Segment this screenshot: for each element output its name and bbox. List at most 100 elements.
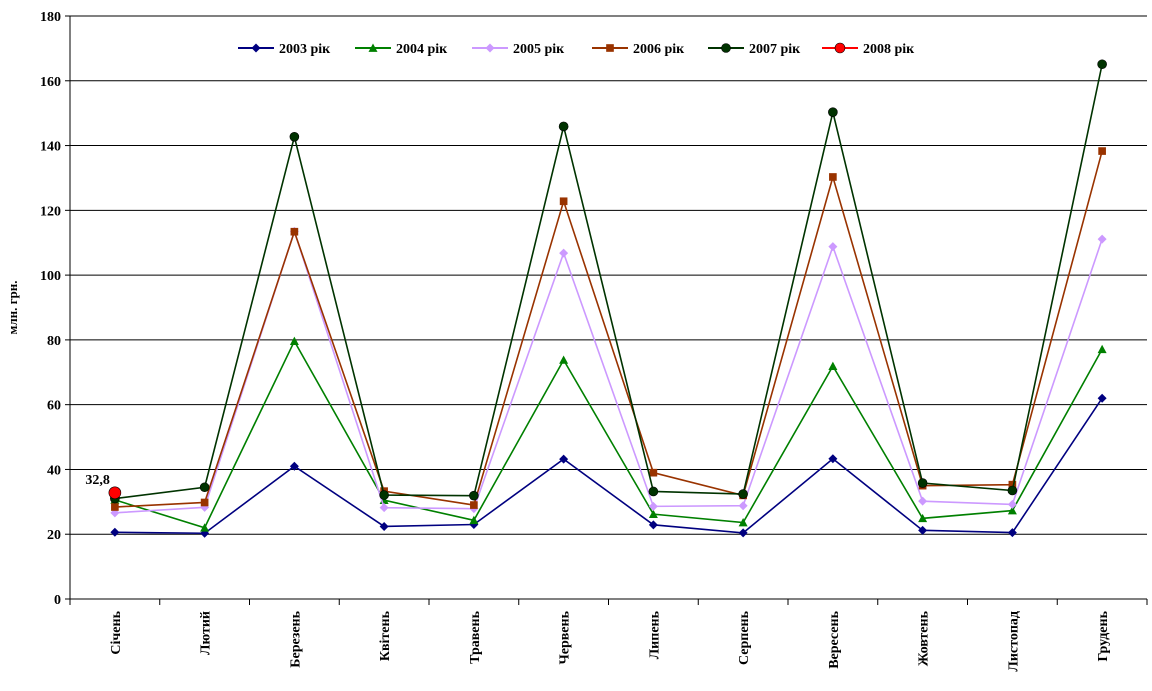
data-point — [1097, 393, 1107, 403]
data-point — [648, 486, 659, 497]
y-tick-label: 0 — [54, 593, 61, 608]
y-tick-label: 100 — [40, 269, 61, 284]
data-point — [485, 43, 495, 53]
data-point — [918, 525, 928, 535]
data-label: 32,8 — [85, 473, 110, 488]
data-point — [379, 490, 389, 500]
data-point — [1098, 147, 1106, 155]
gridlines — [70, 15, 1147, 535]
series-5 — [110, 59, 1107, 504]
legend-label: 2007 рік — [749, 42, 801, 57]
axes: 0 20 40 60 80 100 120 140 160 180 Січень Лютий Берез… — [40, 10, 1148, 672]
data-point — [200, 523, 210, 532]
series-1 — [110, 393, 1107, 538]
data-point — [1097, 234, 1107, 244]
legend-item: 2008 рік — [822, 42, 915, 57]
data-point — [828, 454, 838, 464]
data-point — [559, 248, 569, 258]
series-line — [114, 228, 1103, 514]
data-point — [828, 361, 838, 370]
data-point — [289, 461, 299, 471]
series-line — [114, 150, 1103, 508]
x-tick-label: Лютий — [199, 611, 214, 655]
y-tick-label: 120 — [40, 204, 61, 219]
data-point — [289, 132, 300, 142]
data-point — [828, 242, 838, 252]
legend-item: 2007 рік — [708, 42, 801, 57]
x-tick-label: Січень — [109, 610, 124, 654]
data-point — [606, 44, 614, 52]
series-line — [114, 339, 1103, 529]
legend-label: 2004 рік — [396, 42, 448, 57]
x-tick-label: Листопад — [1006, 611, 1021, 672]
legend-label: 2003 рік — [279, 42, 331, 57]
data-point — [1008, 480, 1017, 489]
y-tick-label: 20 — [47, 528, 61, 543]
data-point — [111, 503, 119, 511]
data-point — [828, 107, 838, 117]
series-4 — [111, 147, 1106, 511]
y-tick-label: 160 — [40, 75, 61, 90]
data-point — [199, 482, 210, 493]
y-tick-label: 180 — [40, 10, 61, 25]
data-point — [469, 490, 479, 501]
data-point — [918, 513, 928, 523]
data-point — [469, 515, 479, 525]
series-line — [114, 64, 1103, 500]
series-line — [114, 397, 1103, 535]
y-tick-label: 40 — [47, 463, 61, 478]
data-point — [648, 509, 658, 518]
x-tick-label: Жовтень — [917, 610, 932, 666]
data-point — [200, 498, 209, 507]
x-tick-label: Травень — [468, 610, 483, 663]
data-point — [738, 528, 748, 538]
data-point — [649, 468, 658, 477]
data-point — [1007, 506, 1017, 515]
data-point — [110, 508, 120, 518]
x-tick-label: Червень — [558, 610, 573, 664]
legend: 2003 рік 2004 рік 2005 рік 2006 рік 2007 рік… — [238, 42, 915, 57]
series-group: 32,8 — [85, 59, 1107, 538]
data-point — [1097, 59, 1107, 70]
x-tick-label: Липень — [647, 610, 662, 659]
y-tick-label: 140 — [40, 140, 61, 155]
data-point — [470, 501, 478, 509]
x-tick-label: Березень — [288, 610, 303, 667]
x-tick-label: Квітень — [378, 610, 393, 661]
y-tick-label: 60 — [47, 399, 61, 414]
legend-item: 2003 рік — [238, 42, 331, 57]
legend-label: 2006 рік — [633, 42, 685, 57]
data-point — [738, 501, 748, 511]
data-point — [110, 527, 120, 537]
data-point — [918, 496, 928, 506]
data-point — [251, 43, 261, 53]
data-point — [738, 518, 748, 527]
data-point — [834, 42, 846, 54]
legend-item: 2004 рік — [355, 42, 448, 57]
x-tick-label: Серпень — [737, 610, 752, 665]
data-point — [290, 227, 299, 236]
legend-label: 2005 рік — [513, 42, 565, 57]
data-point — [108, 486, 122, 500]
data-point — [738, 489, 748, 499]
y-tick-label: 80 — [47, 334, 61, 349]
data-point — [559, 454, 569, 464]
data-point — [721, 43, 731, 53]
x-tick-label: Грудень — [1096, 610, 1111, 661]
data-point — [648, 520, 658, 530]
x-tick-label: Вересень — [827, 610, 842, 668]
legend-label: 2008 рік — [863, 42, 915, 57]
data-point — [368, 43, 378, 52]
data-point — [829, 173, 837, 181]
series-6 — [108, 486, 122, 500]
data-point — [379, 521, 389, 531]
y-axis-title: млн. грн. — [5, 280, 20, 334]
data-point — [1007, 485, 1018, 496]
data-point — [648, 501, 658, 511]
data-point — [917, 478, 928, 488]
data-point — [559, 355, 569, 364]
data-point — [558, 121, 569, 132]
data-point — [379, 503, 389, 513]
